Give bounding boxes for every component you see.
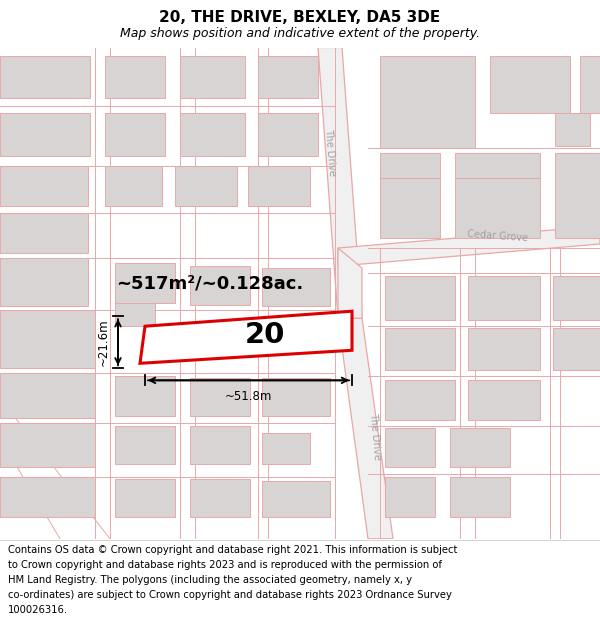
Polygon shape [0,310,95,368]
Text: The Drive: The Drive [323,129,337,177]
Polygon shape [490,56,570,112]
Polygon shape [180,112,245,156]
Polygon shape [258,112,318,156]
Polygon shape [455,152,540,178]
Text: HM Land Registry. The polygons (including the associated geometry, namely x, y: HM Land Registry. The polygons (includin… [8,575,412,585]
Polygon shape [0,424,95,467]
Polygon shape [0,477,95,517]
Polygon shape [180,56,245,98]
Text: Cedar Grove: Cedar Grove [467,229,529,243]
Text: to Crown copyright and database rights 2023 and is reproduced with the permissio: to Crown copyright and database rights 2… [8,560,442,570]
Polygon shape [318,48,362,318]
Polygon shape [190,266,250,305]
Polygon shape [385,328,455,371]
Polygon shape [380,56,475,148]
Polygon shape [450,477,510,517]
Polygon shape [258,56,318,98]
Polygon shape [115,298,155,326]
Polygon shape [338,226,600,266]
Polygon shape [248,166,310,206]
Text: 100026316.: 100026316. [8,605,68,615]
Polygon shape [140,311,352,363]
Polygon shape [553,328,600,371]
Polygon shape [385,381,455,421]
Polygon shape [468,381,540,421]
Polygon shape [190,479,250,517]
Polygon shape [0,258,88,306]
Polygon shape [262,481,330,517]
Polygon shape [105,166,162,206]
Polygon shape [0,56,90,98]
Text: The Drive: The Drive [368,412,382,461]
Polygon shape [115,376,175,416]
Text: Contains OS data © Crown copyright and database right 2021. This information is : Contains OS data © Crown copyright and d… [8,545,457,555]
Text: 20, THE DRIVE, BEXLEY, DA5 3DE: 20, THE DRIVE, BEXLEY, DA5 3DE [160,11,440,26]
Text: ~21.6m: ~21.6m [97,318,110,366]
Polygon shape [580,56,600,112]
Polygon shape [380,178,440,238]
Polygon shape [262,268,330,306]
Polygon shape [380,152,440,178]
Polygon shape [468,328,540,371]
Text: ~517m²/~0.128ac.: ~517m²/~0.128ac. [116,274,304,292]
Polygon shape [0,112,90,156]
Polygon shape [555,112,590,146]
Polygon shape [455,178,540,238]
Polygon shape [115,479,175,517]
Polygon shape [0,213,88,253]
Polygon shape [338,248,362,318]
Polygon shape [190,426,250,464]
Polygon shape [175,166,237,206]
Polygon shape [553,276,600,320]
Polygon shape [262,378,330,416]
Polygon shape [115,426,175,464]
Polygon shape [450,429,510,467]
Polygon shape [262,434,310,464]
Polygon shape [385,429,435,467]
Polygon shape [468,276,540,320]
Polygon shape [190,378,250,416]
Polygon shape [0,373,95,419]
Text: ~51.8m: ~51.8m [225,391,272,403]
Polygon shape [385,276,455,320]
Text: Map shows position and indicative extent of the property.: Map shows position and indicative extent… [120,28,480,41]
Polygon shape [115,263,175,303]
Polygon shape [338,318,393,539]
Polygon shape [385,477,435,517]
Text: 20: 20 [245,321,285,349]
Polygon shape [105,112,165,156]
Polygon shape [555,152,600,238]
Text: co-ordinates) are subject to Crown copyright and database rights 2023 Ordnance S: co-ordinates) are subject to Crown copyr… [8,590,452,600]
Polygon shape [0,166,88,206]
Polygon shape [105,56,165,98]
